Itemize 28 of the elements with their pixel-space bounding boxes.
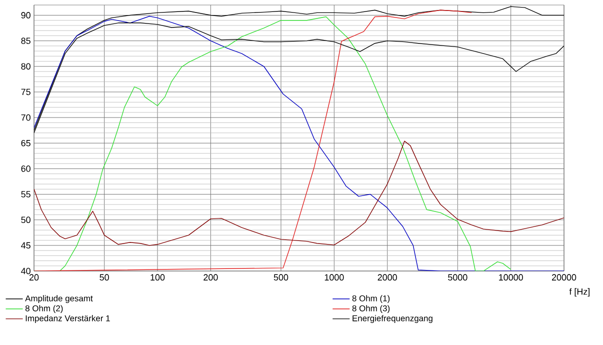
x-tick-label: 500 <box>274 274 288 281</box>
x-axis-title: f [Hz] <box>569 288 590 297</box>
y-tick-label: 50 <box>21 216 30 224</box>
x-tick-label: 5000 <box>448 274 468 281</box>
x-tick-label: 100 <box>150 274 165 281</box>
y-tick-label: 45 <box>21 242 30 249</box>
legend-label: 8 Ohm (1) <box>352 295 390 304</box>
y-tick-label: 90 <box>21 12 30 18</box>
y-tick-label: 85 <box>21 38 30 44</box>
x-tick-label: 200 <box>204 274 218 281</box>
x-tick-label: 20000 <box>552 274 576 281</box>
y-tick-label: 65 <box>21 140 30 146</box>
y-tick-label: 75 <box>21 88 30 96</box>
x-tick-label: 10000 <box>499 274 523 281</box>
y-tick-label: 40 <box>21 268 30 274</box>
x-tick-label: 20 <box>29 274 39 281</box>
y-tick-label: 70 <box>21 114 30 121</box>
legend-label: Impedanz Verstärker 1 <box>26 315 110 323</box>
y-tick-label: 60 <box>21 166 30 172</box>
legend-label: Energiefrequenzgang <box>352 315 432 323</box>
legend-label: Amplitude gesamt <box>25 295 93 304</box>
legend-label: 8 Ohm (3) <box>352 305 390 313</box>
y-tick-label: 55 <box>21 191 30 198</box>
legend-label: 8 Ohm (2) <box>25 305 63 313</box>
x-tick-label: 1000 <box>324 274 344 281</box>
y-tick-label: 80 <box>21 63 30 70</box>
x-tick-label: 2000 <box>378 274 397 281</box>
x-tick-label: 50 <box>100 274 109 281</box>
